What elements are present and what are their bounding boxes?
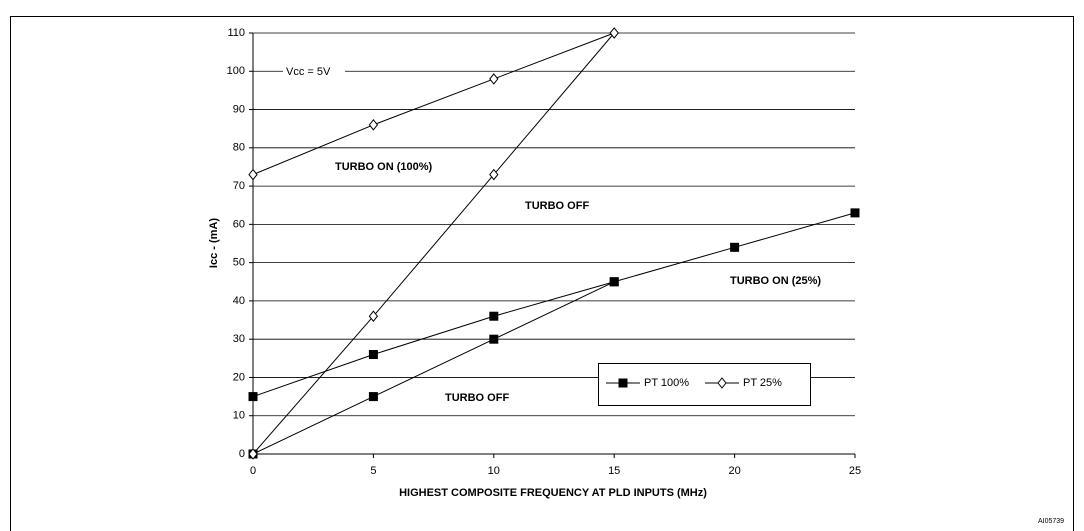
x-tick-label: 0: [250, 465, 256, 477]
marker: [368, 349, 378, 359]
line-label: TURBO OFF: [525, 200, 589, 212]
y-tick-label: 10: [233, 410, 245, 422]
x-tick-label: 5: [370, 465, 376, 477]
y-tick-label: 20: [233, 371, 245, 383]
y-tick-label: 70: [233, 180, 245, 192]
marker: [609, 277, 619, 287]
marker: [850, 208, 860, 218]
y-tick-label: 40: [233, 295, 245, 307]
marker: [489, 334, 499, 344]
annotation-bg: [283, 64, 345, 80]
x-tick-label: 10: [488, 465, 500, 477]
marker: [609, 27, 619, 39]
line-label: TURBO ON (25%): [730, 275, 821, 287]
x-tick-label: 15: [608, 465, 620, 477]
line: [252, 212, 856, 398]
marker: [368, 119, 379, 131]
y-tick-label: 60: [233, 218, 245, 230]
marker: [730, 242, 740, 252]
legend-label: PT 100%: [644, 377, 689, 389]
marker: [248, 392, 258, 402]
marker: [368, 392, 378, 402]
y-axis-label: Icc - (mA): [208, 218, 220, 268]
legend-box: [598, 363, 811, 406]
frame: [10, 16, 1074, 531]
y-tick-label: 30: [233, 333, 245, 345]
marker: [368, 310, 379, 323]
y-tick-label: 100: [227, 65, 245, 77]
marker: [489, 168, 499, 181]
annotation: Vcc = 5V: [286, 66, 331, 78]
line: [252, 32, 615, 176]
line: [252, 32, 615, 455]
line-label: TURBO OFF: [445, 392, 509, 404]
x-tick-label: 20: [728, 465, 740, 477]
y-tick-label: 0: [239, 448, 245, 460]
legend-marker: [618, 378, 628, 388]
figure-id: AI05739: [1038, 518, 1064, 525]
y-tick-label: 50: [233, 257, 245, 269]
legend-marker: [717, 377, 727, 389]
line-label: TURBO ON (100%): [335, 161, 433, 173]
y-tick-label: 110: [227, 27, 245, 39]
marker: [489, 73, 499, 85]
marker: [248, 448, 258, 460]
legend-label: PT 25%: [743, 377, 782, 389]
x-tick-label: 25: [849, 465, 861, 477]
x-axis-label: HIGHEST COMPOSITE FREQUENCY AT PLD INPUT…: [399, 487, 707, 499]
y-tick-label: 80: [233, 142, 245, 154]
marker: [248, 168, 258, 181]
line: [252, 281, 615, 455]
y-tick-label: 90: [233, 103, 245, 115]
marker: [489, 311, 499, 321]
